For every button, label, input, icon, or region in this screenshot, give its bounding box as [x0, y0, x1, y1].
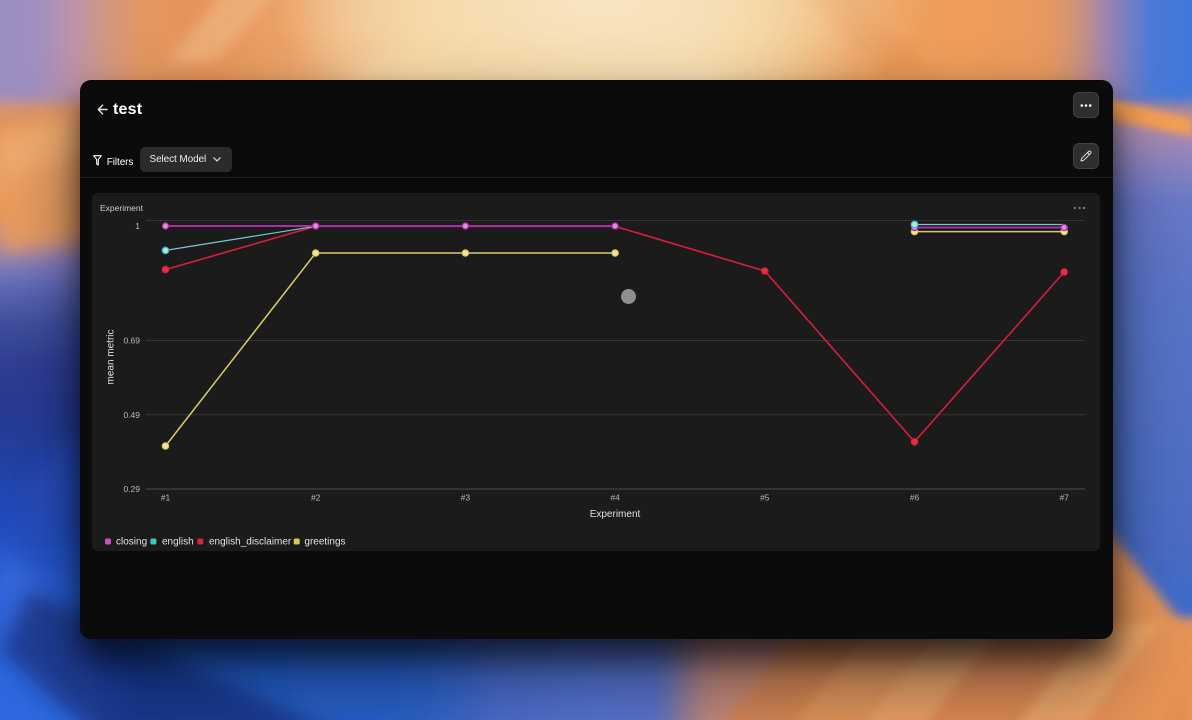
svg-text:#4: #4 — [610, 493, 620, 503]
svg-text:Experiment: Experiment — [590, 509, 641, 520]
svg-text:#1: #1 — [161, 493, 171, 503]
svg-text:0.69: 0.69 — [123, 336, 140, 346]
svg-text:#7: #7 — [1059, 493, 1069, 503]
svg-text:#3: #3 — [461, 493, 471, 503]
svg-text:0.49: 0.49 — [123, 410, 140, 420]
svg-text:1: 1 — [135, 221, 140, 231]
svg-text:#5: #5 — [760, 493, 770, 503]
svg-text:#6: #6 — [910, 493, 920, 503]
svg-text:mean metric: mean metric — [106, 329, 117, 384]
svg-text:0.29: 0.29 — [123, 484, 140, 494]
svg-text:closing: closing — [116, 537, 147, 548]
svg-text:english: english — [162, 537, 194, 548]
svg-text:english_disclaimer: english_disclaimer — [209, 537, 292, 548]
svg-text:greetings: greetings — [304, 537, 345, 548]
svg-text:#2: #2 — [311, 493, 321, 503]
